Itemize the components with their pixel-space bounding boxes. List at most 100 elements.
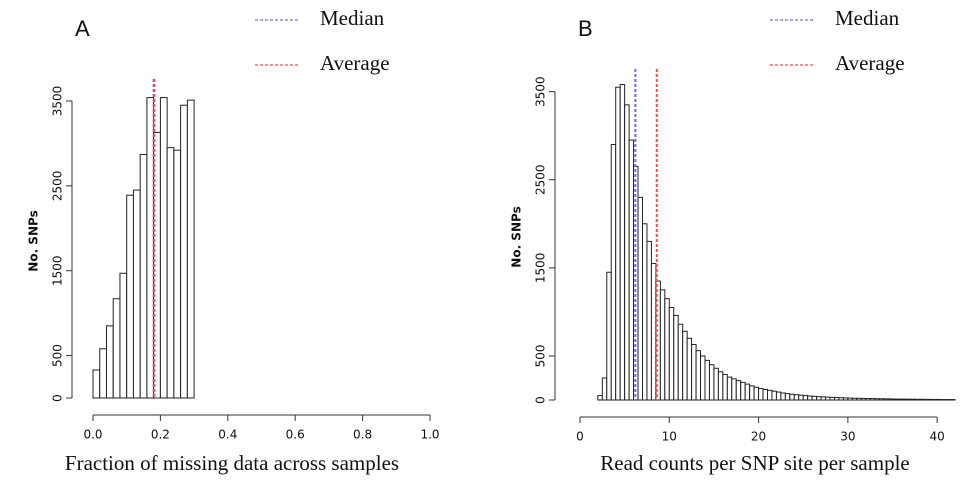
bar (847, 397, 853, 401)
bar (816, 396, 822, 401)
bar (731, 378, 737, 401)
bar (820, 396, 827, 401)
bar (673, 314, 679, 401)
y-tick-label: 500 (51, 344, 65, 367)
y-tick-label: 2500 (51, 171, 65, 202)
bar (99, 348, 107, 399)
x-tick-label: 0 (576, 430, 584, 444)
bar (802, 395, 809, 401)
bar (740, 381, 746, 401)
bar (677, 323, 684, 401)
bar (704, 359, 710, 401)
bar (838, 397, 844, 401)
bar (159, 97, 168, 399)
x-tick-label: 10 (662, 430, 677, 444)
bar (92, 369, 101, 399)
bar (825, 396, 831, 401)
bar (668, 306, 675, 401)
legend-label: Average (320, 51, 390, 75)
bar (878, 398, 885, 401)
bar (789, 393, 795, 401)
x-tick-label: 40 (930, 430, 945, 444)
panel-label: B (578, 16, 593, 41)
x-tick-label: 20 (751, 430, 766, 444)
bar (708, 364, 715, 401)
bar (146, 97, 155, 399)
bar (126, 194, 134, 399)
bar (798, 394, 804, 401)
bar (918, 398, 925, 401)
bar (883, 398, 889, 401)
bar (793, 394, 800, 401)
bar (905, 398, 911, 401)
bar (132, 189, 141, 399)
bar (829, 396, 835, 401)
bar (119, 272, 128, 399)
bar (869, 398, 876, 401)
bar (105, 325, 114, 399)
y-tick-label: 3500 (51, 86, 65, 117)
bar (923, 398, 929, 401)
bar (624, 104, 630, 401)
x-tick-label: 0.2 (151, 428, 170, 442)
bar (717, 371, 724, 401)
bar (646, 240, 652, 401)
legend-label: Median (320, 6, 385, 30)
bar (691, 343, 697, 401)
bar (914, 398, 920, 401)
y-tick-label: 0 (51, 394, 65, 402)
bar (775, 391, 782, 401)
bar (932, 398, 938, 401)
bar (700, 355, 706, 401)
bar (896, 398, 902, 401)
x-tick-label: 0.0 (83, 428, 102, 442)
bar (842, 397, 849, 401)
bar (606, 271, 612, 401)
bar (811, 395, 818, 401)
bar (166, 147, 175, 399)
bar (744, 383, 751, 401)
bar (865, 398, 871, 401)
x-tick-label: 0.6 (286, 428, 305, 442)
bar (650, 262, 657, 401)
bar (735, 380, 742, 401)
y-tick-label: 1500 (51, 255, 65, 286)
bar (112, 298, 121, 399)
bar (659, 289, 666, 401)
bar (749, 385, 755, 401)
y-tick-label: 2500 (534, 164, 548, 195)
y-axis-label: No. SNPs (27, 210, 41, 271)
y-axis-label: No. SNPs (510, 206, 524, 267)
bar (713, 367, 719, 401)
y-tick-label: 1500 (534, 253, 548, 284)
x-axis-label: Fraction of missing data across samples (65, 451, 399, 475)
y-tick-label: 3500 (534, 76, 548, 107)
bar (851, 397, 858, 401)
bar (927, 398, 934, 401)
bar (186, 99, 195, 399)
bar (180, 104, 188, 399)
bar (682, 330, 688, 401)
bar (615, 86, 621, 401)
bar (637, 196, 643, 401)
bar (758, 388, 764, 401)
bar (887, 398, 893, 401)
y-tick-label: 500 (534, 344, 548, 367)
bar (686, 337, 693, 401)
legend-label: Median (835, 6, 900, 30)
bar (784, 393, 791, 401)
panel-label: A (75, 16, 90, 41)
bar (753, 386, 760, 401)
bar (139, 153, 148, 399)
bar (610, 143, 617, 401)
bar (767, 389, 773, 401)
bar (874, 398, 880, 401)
bar (762, 388, 768, 401)
bar (664, 298, 670, 401)
bar (695, 350, 702, 401)
x-tick-label: 0.8 (353, 428, 372, 442)
y-tick-label: 0 (534, 396, 548, 404)
bar (856, 397, 862, 401)
bar (780, 392, 786, 401)
